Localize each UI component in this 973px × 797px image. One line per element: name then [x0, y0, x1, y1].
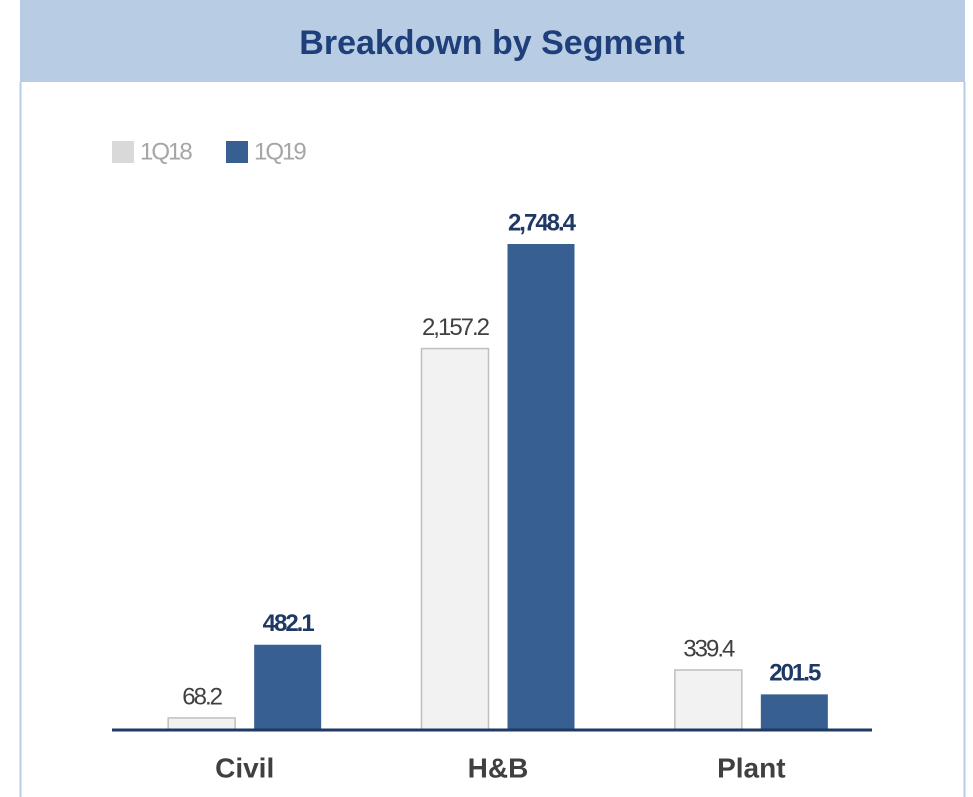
data-label: 68.2 [182, 683, 222, 710]
bar [420, 347, 490, 731]
data-label: 201.5 [769, 660, 821, 687]
legend-swatch [226, 141, 248, 163]
bar [507, 244, 575, 730]
data-label: 482.1 [263, 610, 315, 637]
bar [674, 669, 743, 731]
data-label: 2,748.4 [508, 209, 577, 236]
title-banner [20, 0, 965, 82]
x-tick-label: Plant [717, 752, 785, 783]
data-label: 339.4 [683, 635, 735, 662]
bar [254, 644, 322, 730]
bar [760, 694, 828, 730]
bar [167, 717, 236, 731]
x-tick-label: Civil [215, 752, 274, 783]
x-tick-label: H&B [468, 752, 529, 783]
chart-title: Breakdown by Segment [299, 24, 684, 62]
legend-label: 1Q18 [140, 138, 192, 165]
legend-swatch [112, 141, 134, 163]
legend-label: 1Q19 [254, 138, 306, 165]
data-label: 2,157.2 [422, 314, 490, 341]
